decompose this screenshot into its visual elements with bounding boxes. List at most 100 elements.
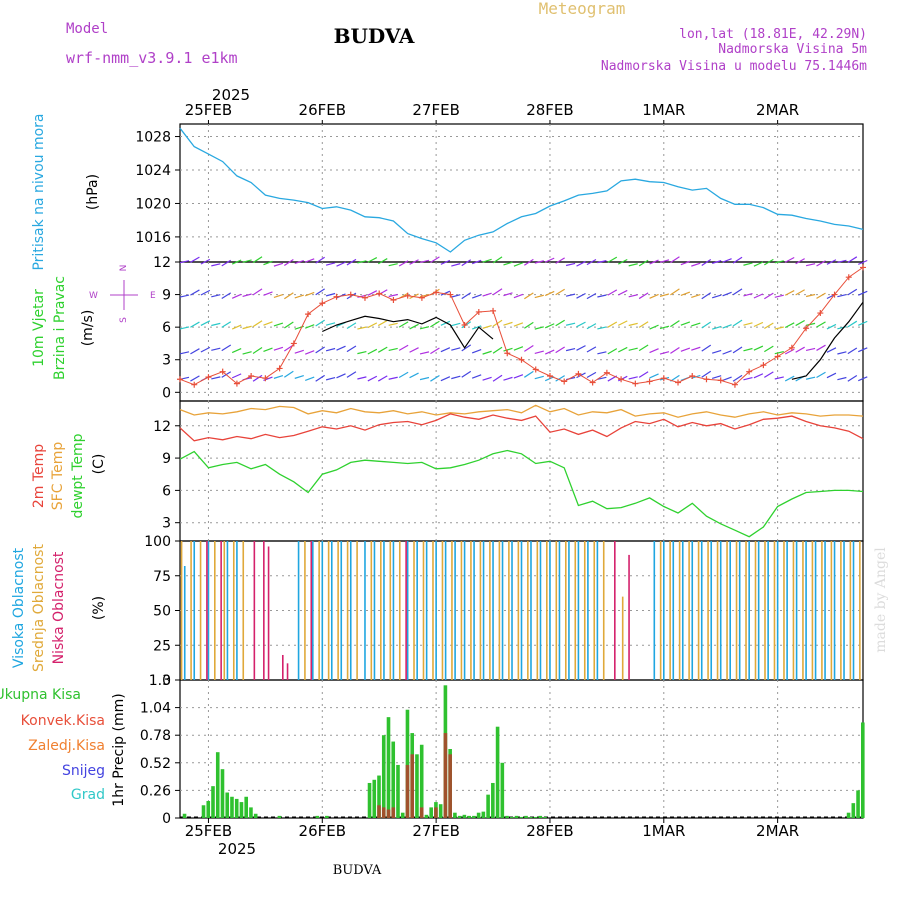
wind-speed-marker: [233, 380, 240, 387]
wind-speed-marker: [561, 378, 568, 385]
dewpt-line: [179, 449, 864, 538]
wind-speed-line: [179, 266, 864, 386]
wind-barb: [388, 347, 398, 352]
legend-frozen-precip: Zaledj.Kisa: [28, 738, 105, 754]
wind-barb: [795, 346, 805, 353]
wind-barb: [179, 294, 190, 298]
wind-speed-marker: [717, 377, 724, 384]
wind-barb: [357, 260, 367, 264]
wind-barb: [555, 257, 565, 264]
total-precip-bar: [472, 815, 476, 818]
wind-barb: [315, 319, 325, 327]
panel-grids: [180, 124, 863, 818]
wind-barb: [774, 376, 784, 380]
total-precip-bar: [453, 812, 457, 818]
total-precip-bar: [476, 812, 481, 818]
wind-barb: [419, 326, 430, 330]
wind-barb: [315, 256, 325, 264]
wind-barb: [753, 345, 764, 351]
wind-barb: [284, 292, 294, 300]
wind-barb: [231, 293, 242, 299]
total-precip-bar: [215, 752, 220, 818]
wind-barb: [847, 347, 858, 355]
wind-barb: [294, 375, 304, 379]
wind-label-line1: 10m Vjetar: [31, 289, 47, 367]
bottom-date-tick-label: 27FEB: [412, 822, 459, 840]
wind-barb: [691, 346, 701, 351]
wind-barb: [732, 256, 743, 264]
wind-barb: [858, 290, 868, 296]
total-precip-bar: [505, 815, 509, 818]
wind-barb: [659, 293, 670, 297]
wind-barb: [190, 256, 200, 263]
wind-barb: [586, 258, 597, 266]
wind-speed-marker: [504, 350, 511, 357]
wind-barb: [492, 288, 503, 296]
lonlat-label: lon,lat (18.81E, 42.29N): [679, 27, 867, 42]
wind-speed-marker: [746, 368, 753, 375]
wind-speed-marker: [575, 370, 582, 377]
wind-barb: [503, 261, 513, 266]
wind-barb: [200, 346, 211, 353]
wind-barb: [263, 321, 273, 326]
legend-snow: Snijeg: [62, 763, 105, 779]
y-tick-label: 1020: [135, 196, 171, 212]
wind-barb: [617, 320, 628, 326]
wind-speed-marker: [418, 294, 425, 301]
y-axis-ticks: 10281024102010161296301296310075502501.3…: [135, 130, 180, 827]
wind-barb: [659, 351, 670, 355]
wind-barb: [451, 263, 461, 267]
wind-barb: [638, 344, 649, 352]
wind-barb: [242, 325, 252, 330]
wind-barb: [211, 347, 221, 351]
y-tick-label: 0.26: [140, 783, 171, 799]
wind-barb: [816, 371, 826, 378]
wind-barb: [419, 351, 430, 355]
total-precip-bar: [381, 735, 386, 818]
wind-barb: [221, 321, 232, 328]
wind-barb: [826, 347, 837, 353]
precip-frame: [179, 679, 864, 819]
wind-barb: [524, 321, 534, 329]
wind-barb: [346, 258, 357, 266]
wind-barb: [513, 374, 524, 379]
y-tick-label: 100: [144, 534, 171, 550]
wind-barb: [440, 376, 451, 382]
wind-barb: [492, 374, 503, 382]
conv-precip-bar: [405, 764, 410, 818]
wind-speed-marker: [177, 376, 183, 383]
wind-barb: [617, 346, 628, 353]
wind-barb: [388, 293, 398, 298]
total-precip-bar: [400, 812, 405, 818]
wind-barb: [670, 347, 680, 354]
wind-barb: [565, 322, 576, 326]
wind-speed-marker: [447, 291, 454, 298]
wind-barb: [837, 293, 847, 298]
wind-barb: [743, 293, 753, 297]
wind-gust-line: [322, 301, 864, 380]
wind-barb: [764, 345, 774, 353]
wind-barb: [691, 293, 701, 299]
wind-barb: [221, 292, 232, 300]
total-precip-bar: [201, 805, 206, 818]
wind-barb: [336, 261, 346, 267]
wind-barb: [325, 347, 336, 352]
y-tick-label: 0.52: [140, 756, 171, 772]
wind-barb: [597, 326, 607, 330]
mid-cloud-label: Srednja Oblacnost: [31, 544, 47, 672]
wind-barb: [628, 263, 638, 267]
wind-barb: [305, 376, 315, 382]
wind-speed-marker: [532, 366, 539, 373]
wind-speed-marker: [646, 378, 653, 385]
wind-barb: [357, 376, 367, 380]
wind-barb: [784, 375, 795, 382]
pressure-axis-labels: Pritisak na nivou mora (hPa): [31, 113, 101, 270]
wind-barb: [346, 345, 357, 353]
wind-barb: [597, 294, 607, 298]
dewpt-label: dewpt Temp: [70, 433, 86, 518]
y-tick-label: 3: [162, 516, 171, 532]
precip-legend: Ukupna Kisa Konvek.Kisa Zaledj.Kisa Snij…: [0, 687, 127, 807]
wind-barb: [284, 258, 294, 266]
wind-barb: [200, 258, 211, 265]
panel-frames: [179, 123, 864, 819]
